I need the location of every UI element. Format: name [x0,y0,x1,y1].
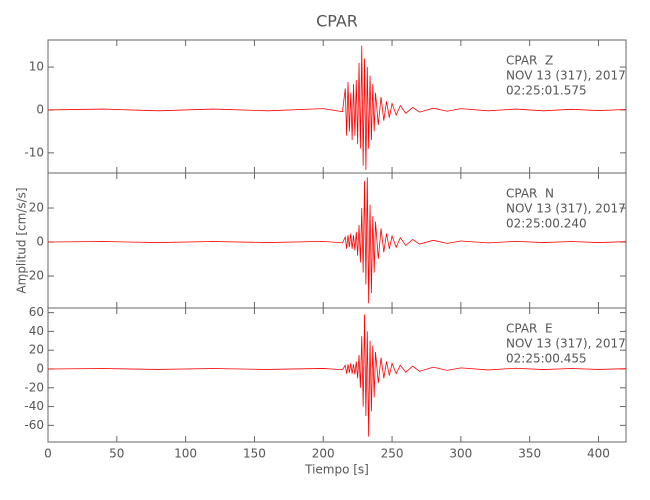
trace [47,45,627,171]
annotation: 02:25:01.575 [506,84,587,98]
y-tick-label: -40 [24,399,44,413]
annotation: CPAR N [506,187,554,201]
annotation: 02:25:00.455 [506,352,587,366]
x-tick-label: 50 [109,447,124,461]
y-tick-label: 0 [36,235,44,249]
x-tick-label: 150 [243,447,266,461]
x-tick-label: 0 [44,447,52,461]
y-axis-label: Amplitud [cm/s/s] [15,187,29,293]
annotation: NOV 13 (317), 2017 [506,337,626,351]
x-tick-label: 100 [174,447,197,461]
y-tick-label: 0 [36,361,44,375]
y-tick-label: 40 [29,324,44,338]
annotation: 02:25:00.240 [506,217,587,231]
trace [47,314,627,437]
y-tick-label: -60 [24,418,44,432]
annotation: CPAR Z [506,54,553,68]
annotation: CPAR E [506,322,553,336]
y-tick-label: 20 [29,343,44,357]
trace [47,177,627,304]
chart-title: CPAR [316,12,358,31]
x-tick-label: 250 [381,447,404,461]
panel-frame [47,307,627,443]
y-tick-label: -20 [24,269,44,283]
x-tick-label: 400 [587,447,610,461]
y-tick-label: -20 [24,380,44,394]
y-tick-label: 20 [29,201,44,215]
annotation: NOV 13 (317), 2017 [506,202,626,216]
y-tick-label: 0 [36,102,44,116]
x-tick-label: 300 [449,447,472,461]
annotation: NOV 13 (317), 2017 [506,69,626,83]
y-tick-label: 10 [29,60,44,74]
y-tick-label: -10 [24,145,44,159]
x-tick-label: 200 [312,447,335,461]
x-tick-label: 350 [518,447,541,461]
x-axis-label: Tiempo [s] [304,463,369,477]
y-tick-label: 60 [29,305,44,319]
